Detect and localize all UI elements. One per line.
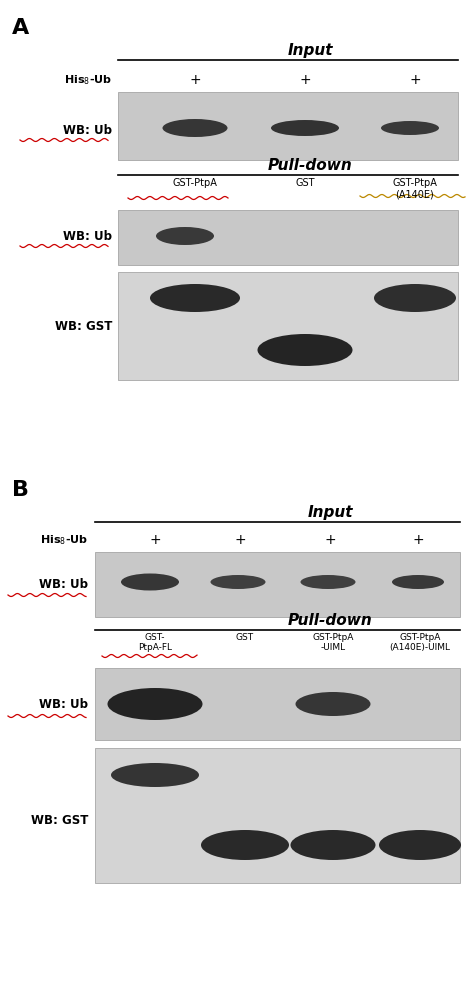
Bar (95, 668, 460, 740)
Bar (95, 748, 460, 883)
Ellipse shape (374, 284, 456, 312)
Text: +: + (149, 533, 161, 547)
Text: Input: Input (287, 43, 333, 58)
Text: +: + (299, 73, 311, 87)
Ellipse shape (211, 575, 265, 589)
Ellipse shape (379, 830, 461, 860)
Text: +: + (324, 533, 336, 547)
Text: GST: GST (236, 633, 254, 642)
Ellipse shape (392, 575, 444, 589)
Ellipse shape (162, 119, 227, 137)
Ellipse shape (257, 334, 353, 366)
Text: A: A (12, 18, 29, 38)
Text: Input: Input (307, 505, 353, 520)
Text: WB: GST: WB: GST (54, 320, 112, 332)
Bar (95, 552, 460, 617)
Text: +: + (189, 73, 201, 87)
Text: WB: GST: WB: GST (30, 814, 88, 826)
Text: B: B (12, 480, 29, 500)
Ellipse shape (295, 692, 371, 716)
Bar (118, 272, 458, 380)
Ellipse shape (156, 227, 214, 245)
Ellipse shape (111, 763, 199, 787)
Text: GST-
PtpA-FL: GST- PtpA-FL (138, 633, 172, 652)
Text: +: + (409, 73, 421, 87)
Text: GST-PtpA: GST-PtpA (173, 178, 218, 188)
Ellipse shape (107, 688, 203, 720)
Text: Pull-down: Pull-down (287, 613, 372, 628)
Text: His$_8$-Ub: His$_8$-Ub (40, 533, 88, 547)
Ellipse shape (121, 574, 179, 590)
Ellipse shape (290, 830, 376, 860)
Text: WB: Ub: WB: Ub (63, 123, 112, 136)
Ellipse shape (150, 284, 240, 312)
Text: WB: Ub: WB: Ub (39, 578, 88, 591)
Text: Pull-down: Pull-down (268, 158, 352, 173)
Text: WB: Ub: WB: Ub (39, 698, 88, 712)
Bar (118, 210, 458, 265)
Ellipse shape (271, 120, 339, 136)
Text: +: + (412, 533, 424, 547)
Ellipse shape (201, 830, 289, 860)
Bar (118, 92, 458, 160)
Text: GST-PtpA
-UIML: GST-PtpA -UIML (312, 633, 354, 652)
Text: WB: Ub: WB: Ub (63, 231, 112, 243)
Text: GST-PtpA
(A140E): GST-PtpA (A140E) (393, 178, 438, 200)
Ellipse shape (381, 121, 439, 135)
Ellipse shape (301, 575, 356, 589)
Text: GST-PtpA
(A140E)-UIML: GST-PtpA (A140E)-UIML (389, 633, 451, 652)
Text: +: + (234, 533, 246, 547)
Text: His$_8$-Ub: His$_8$-Ub (64, 73, 112, 87)
Text: GST: GST (295, 178, 315, 188)
